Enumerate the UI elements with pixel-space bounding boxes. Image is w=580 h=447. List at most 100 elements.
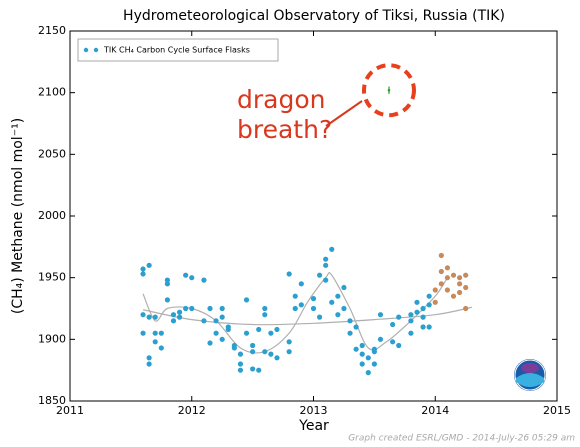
legend-marker [83,47,89,53]
y-tick-label: 2000 [38,209,66,222]
point [329,299,335,305]
point [444,287,451,293]
point [359,342,365,349]
point [335,293,341,299]
point [377,312,384,318]
x-axis-label: Year [298,418,329,434]
point [463,305,469,312]
point [316,314,323,320]
point [387,88,391,92]
point [219,314,225,320]
point [426,293,432,299]
point [359,361,365,367]
point [189,305,195,312]
point [140,266,146,272]
point [408,318,414,324]
point [268,351,274,357]
point [323,277,329,283]
point [274,326,280,333]
point [341,284,347,291]
point [213,330,219,336]
point [414,299,420,305]
fit-curve [142,306,472,326]
legend-box [77,38,279,62]
point [286,271,292,277]
point [250,342,256,349]
point [176,309,183,315]
point [347,318,353,324]
point [207,305,213,312]
fit-curve [142,271,448,354]
point [250,349,256,355]
point [225,326,231,333]
point [189,275,195,281]
point [237,367,244,373]
point [152,339,158,345]
point [432,287,438,293]
point [256,367,262,373]
point [420,305,426,312]
point [341,305,347,312]
arrow [325,100,363,127]
point [438,281,444,287]
point [329,246,335,252]
point [152,314,158,320]
point [170,312,177,318]
point [286,349,292,355]
point [463,272,469,278]
point [335,312,341,318]
point [243,330,250,336]
point [146,355,152,361]
point [414,309,420,315]
point [323,256,329,262]
point [450,293,457,299]
point [146,262,152,268]
point [298,281,304,287]
point [201,277,207,283]
x-tick-label: 2015 [543,404,571,417]
point [219,336,225,342]
point [377,336,384,342]
point [396,314,402,320]
point [292,305,298,312]
point [390,321,396,328]
y-tick-label: 1850 [38,394,66,407]
point [164,281,170,287]
point [292,293,298,299]
point [457,275,463,281]
point [396,342,402,349]
x-tick-label: 2014 [421,404,449,417]
noaa-logo [514,359,546,391]
point [420,324,426,330]
point [140,330,146,336]
point [353,324,359,330]
y-tick-label: 1950 [38,271,66,284]
point [256,326,262,333]
point [231,342,237,349]
point [457,289,463,296]
point [213,318,219,324]
point [371,346,377,352]
legend-marker [93,47,99,53]
point [207,340,213,346]
point [146,314,152,320]
point [444,275,451,281]
point [310,296,317,302]
point [310,305,317,312]
point [444,265,451,271]
point [152,330,158,336]
point [347,330,353,336]
point [262,349,268,355]
x-tick-label: 2012 [178,404,206,417]
point [463,284,469,291]
point [268,330,274,336]
point [371,361,377,367]
point [408,312,414,318]
y-tick-label: 2100 [38,86,66,99]
point [183,305,189,312]
y-tick-label: 2150 [38,24,66,37]
point [457,281,463,287]
point [426,302,432,308]
footer: Graph created ESRL/GMD - 2014-July-26 05… [348,434,575,444]
